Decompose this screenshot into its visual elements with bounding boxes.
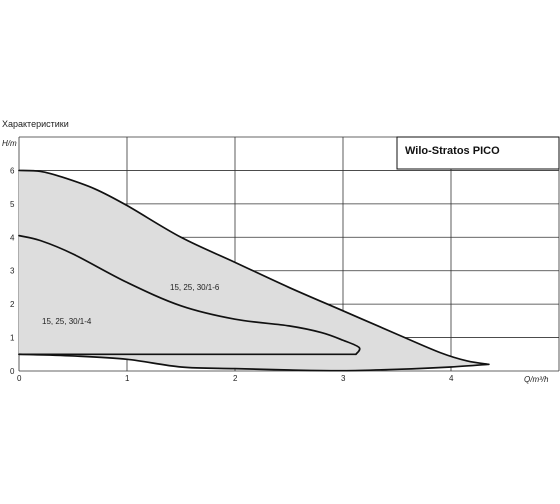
x-tick-label: 3 <box>341 374 346 383</box>
y-axis-ticks: 0 1 2 3 4 5 6 <box>10 166 15 376</box>
legend-box <box>396 136 560 170</box>
chart-heading: Характеристики <box>2 119 69 129</box>
series-line-min-curve <box>18 353 490 372</box>
series-label-1-4: 15, 25, 30/1-4 <box>42 317 92 326</box>
y-tick-label: 6 <box>10 166 15 175</box>
x-tick-label: 0 <box>17 374 22 383</box>
y-tick-label: 1 <box>10 334 15 343</box>
y-tick-label: 5 <box>10 200 15 209</box>
y-tick-label: 2 <box>10 300 15 309</box>
y-tick-label: 3 <box>10 267 15 276</box>
series-line-mid-curve <box>18 234 361 356</box>
series-line-max-curve <box>18 169 490 366</box>
x-tick-label: 4 <box>449 374 454 383</box>
x-tick-label: 1 <box>125 374 130 383</box>
series-label-1-6: 15, 25, 30/1-6 <box>170 283 220 292</box>
x-axis-title: Q/m³/h <box>524 375 549 384</box>
legend-title: Wilo-Stratos PICO <box>405 145 500 157</box>
operating-range-area <box>19 170 489 371</box>
y-axis-title: H/m <box>2 139 17 148</box>
x-axis-ticks: 0 1 2 3 4 <box>17 374 454 383</box>
y-tick-label: 0 <box>10 367 15 376</box>
x-tick-label: 2 <box>233 374 238 383</box>
y-tick-label: 4 <box>10 233 15 242</box>
curves <box>18 169 490 372</box>
